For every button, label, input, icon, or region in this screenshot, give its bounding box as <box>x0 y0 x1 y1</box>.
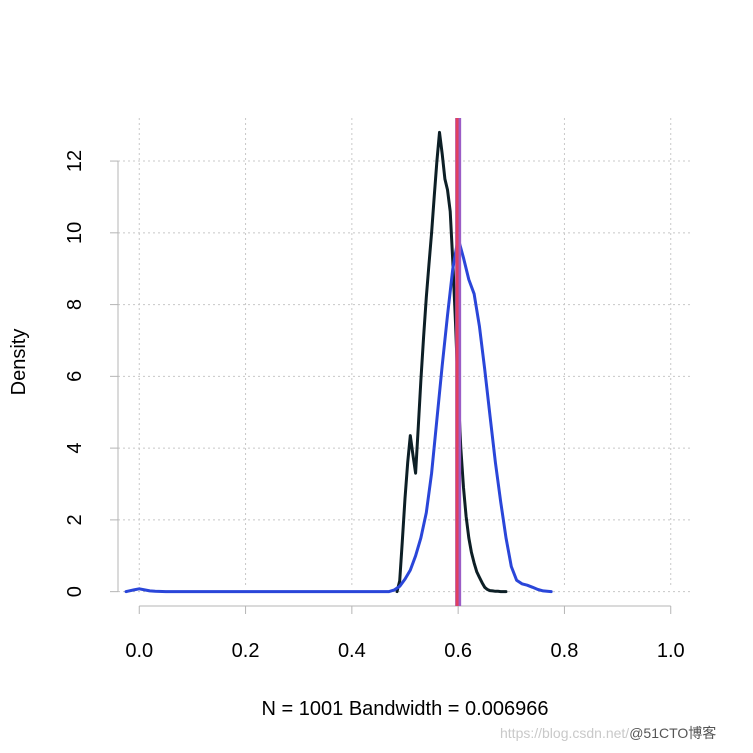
y-tick-label-5: 10 <box>64 222 86 244</box>
y-tick-label-6: 12 <box>64 150 86 172</box>
x-tick-label-5: 1.0 <box>657 640 685 662</box>
y-tick-label-2: 4 <box>64 443 86 454</box>
x-axis-label: N = 1001 Bandwidth = 0.006966 <box>262 698 549 720</box>
y-tick-label-0: 0 <box>64 586 86 597</box>
y-tick-label-4: 8 <box>64 299 86 310</box>
axes: 0.0 0.2 0.4 0.6 0.8 1.0 0 2 4 6 8 10 12 <box>64 150 685 662</box>
watermark-site: https://blog.csdn.net/ <box>500 725 630 741</box>
x-tick-label-3: 0.6 <box>444 640 472 662</box>
density-curves <box>124 130 553 594</box>
density-curve-1 <box>395 130 508 594</box>
x-tick-label-0: 0.0 <box>125 640 153 662</box>
y-axis-label: Density <box>8 329 30 396</box>
y-tick-label-1: 2 <box>64 514 86 525</box>
reference-lines <box>455 118 462 606</box>
x-tick-label-2: 0.4 <box>338 640 366 662</box>
density-curve-2 <box>124 236 553 594</box>
x-tick-label-1: 0.2 <box>232 640 260 662</box>
watermark: https://blog.csdn.net/@51CTO博客 <box>500 723 716 743</box>
x-tick-label-4: 0.8 <box>551 640 579 662</box>
y-tick-label-3: 6 <box>64 371 86 382</box>
watermark-brand: @51CTO博客 <box>629 725 717 741</box>
